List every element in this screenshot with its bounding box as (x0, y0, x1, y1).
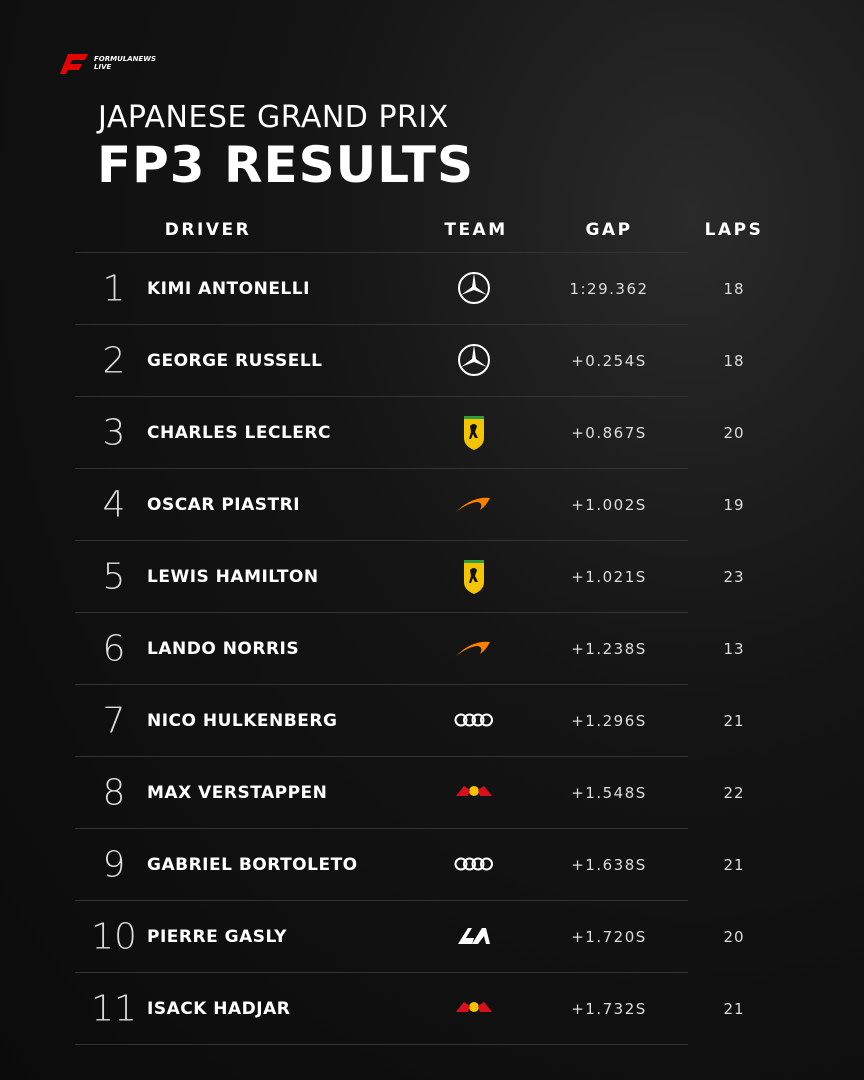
position: 2 (102, 340, 126, 381)
team-logo (456, 786, 492, 796)
position: 11 (91, 988, 137, 1029)
laps: 13 (723, 639, 745, 658)
column-header: TEAM (444, 220, 508, 240)
position: 10 (91, 916, 137, 957)
team-logo (456, 1002, 492, 1012)
driver: ISACK HADJAR (147, 998, 291, 1019)
laps: 21 (723, 855, 745, 874)
gap: +1.548S (571, 783, 647, 802)
result-row: 9 GABRIEL BORTOLETO +1.638S 21 (75, 828, 744, 900)
result-row: 8 MAX VERSTAPPEN +1.548S 22 (75, 756, 744, 828)
result-row: 6 LANDO NORRIS +1.238S 13 (75, 612, 744, 684)
result-row: 10 PIERRE GASLY +1.720S 20 (75, 900, 744, 972)
result-row: 7 NICO HULKENBERG +1.296S 21 (75, 684, 744, 756)
team-logo (458, 272, 490, 304)
gap: +1.238S (571, 639, 647, 658)
gap: +1.732S (571, 999, 647, 1018)
position: 1 (102, 268, 126, 309)
team-logo (458, 344, 490, 376)
position: 3 (102, 412, 126, 453)
team-logo (464, 560, 484, 594)
position: 4 (102, 484, 126, 525)
laps: 22 (723, 783, 745, 802)
driver: OSCAR PIASTRI (147, 494, 301, 515)
team-logo (456, 497, 490, 512)
result-row: 5 LEWIS HAMILTON +1.021S 23 (75, 540, 744, 612)
laps: 18 (723, 351, 745, 370)
driver: MAX VERSTAPPEN (147, 782, 328, 803)
result-row: 3 CHARLES LECLERC +0.867S 20 (75, 396, 744, 468)
result-row: 1 KIMI ANTONELLI 1:29.362 18 (75, 252, 744, 324)
team-logo (454, 713, 493, 727)
laps: 23 (723, 567, 745, 586)
laps: 21 (723, 711, 745, 730)
gap: +1.638S (571, 855, 647, 874)
driver: GABRIEL BORTOLETO (147, 854, 358, 875)
results-table: 1 KIMI ANTONELLI 1:29.362 18 2 GEORGE RUSSELL… (75, 252, 744, 1045)
laps: 20 (723, 423, 745, 442)
gap: +1.720S (571, 927, 647, 946)
driver: NICO HULKENBERG (147, 710, 338, 731)
logo-name: FORMULANEWS (94, 55, 157, 63)
column-header: GAP (585, 220, 633, 240)
gap: +1.296S (571, 711, 647, 730)
driver: PIERRE GASLY (147, 926, 287, 947)
subtitle: JAPANESE GRAND PRIX (98, 100, 449, 135)
driver: GEORGE RUSSELL (147, 350, 323, 371)
position: 8 (102, 772, 126, 813)
laps: 21 (723, 999, 745, 1018)
team-logo (458, 928, 490, 944)
team-logo (464, 416, 484, 450)
team-logo (454, 857, 493, 871)
column-header: LAPS (704, 220, 764, 240)
gap: +0.254S (571, 351, 647, 370)
laps: 19 (723, 495, 745, 514)
position: 7 (102, 700, 126, 741)
driver: CHARLES LECLERC (147, 422, 331, 443)
laps: 18 (723, 279, 745, 298)
gap: +1.002S (571, 495, 647, 514)
logo-sub: LIVE (94, 63, 112, 71)
position: 6 (102, 628, 126, 669)
gap: +0.867S (571, 423, 647, 442)
position: 9 (102, 844, 126, 885)
result-row: 2 GEORGE RUSSELL +0.254S 18 (75, 324, 744, 396)
driver: LANDO NORRIS (147, 638, 300, 659)
logo-mark (60, 54, 88, 74)
result-row: 11 ISACK HADJAR +1.732S 21 (75, 972, 744, 1045)
gap: +1.021S (571, 567, 647, 586)
team-logo (456, 641, 490, 656)
laps: 20 (723, 927, 745, 946)
gap: 1:29.362 (569, 279, 649, 298)
position: 5 (102, 556, 126, 597)
driver: LEWIS HAMILTON (147, 566, 319, 587)
column-header: DRIVER (164, 220, 252, 240)
result-row: 4 OSCAR PIASTRI +1.002S 19 (75, 468, 744, 540)
title: FP3 RESULTS (97, 136, 474, 194)
logo: FORMULANEWS LIVE (56, 50, 156, 76)
driver: KIMI ANTONELLI (147, 278, 310, 299)
